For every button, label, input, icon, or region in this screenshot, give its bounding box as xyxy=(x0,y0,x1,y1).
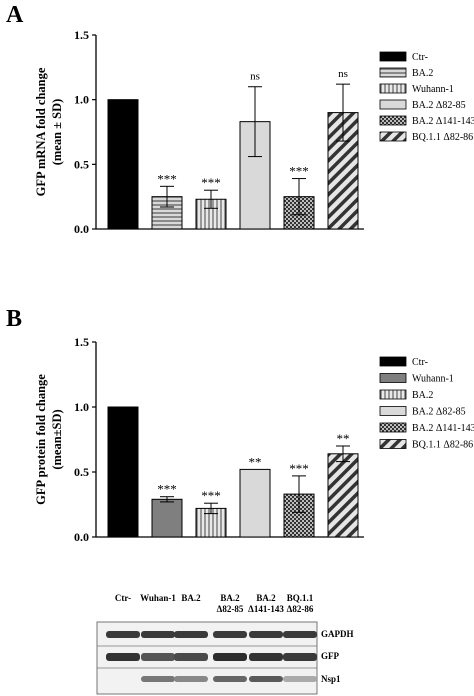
significance-label: *** xyxy=(157,171,177,186)
legend-label: BQ.1.1 Δ82-86 xyxy=(412,132,473,143)
legend-swatch xyxy=(379,115,407,126)
blot-row-label: Nsp1 xyxy=(321,674,341,684)
nsp1-band xyxy=(283,676,317,682)
blot-lane-label-line: Δ82-85 xyxy=(216,604,244,614)
y-axis-label: GFP protein fold change (mean±SD) xyxy=(34,374,64,505)
legend-label: BQ.1.1 Δ82-86 xyxy=(412,440,473,451)
blot-lane-label-line: BA.2 xyxy=(181,593,201,603)
nsp1-band xyxy=(249,676,283,682)
legend-label: BA.2 Δ141-143 xyxy=(412,423,474,434)
blot-lane-label-line: Δ141-143 xyxy=(248,604,284,614)
blot-lane-label: Wuhan-1 xyxy=(140,593,176,604)
legend-swatch xyxy=(379,356,407,367)
panel-b-chart: 0.0 0.5 1.0 1.5 GFP protein fold change (mean… xyxy=(34,335,474,544)
bar xyxy=(107,406,139,538)
blot-lane-label-line: BQ.1.1 xyxy=(286,593,314,603)
gapdh-band xyxy=(174,631,208,638)
nsp1-band xyxy=(141,676,175,682)
significance-label: ** xyxy=(249,454,262,469)
bar xyxy=(107,99,139,230)
legend-label: Wuhann-1 xyxy=(412,84,454,95)
legend-label: BA.2 Δ82-85 xyxy=(412,407,466,418)
western-blot-image xyxy=(96,621,318,695)
legend-swatch xyxy=(379,406,407,416)
significance-label: *** xyxy=(289,461,309,476)
significance-label: ns xyxy=(250,71,260,83)
significance-label: *** xyxy=(201,175,221,190)
significance-label: *** xyxy=(201,488,221,503)
nsp1-band xyxy=(174,676,208,682)
y-axis-label-line: (mean ± SD) xyxy=(50,99,64,166)
blot-row-label: GAPDH xyxy=(321,629,354,639)
significance-label: ** xyxy=(337,431,350,446)
panel-a-chart: 0.0 0.5 1.0 1.5 GFP mRNA fold change (mean ± … xyxy=(34,28,474,236)
y-tick-label: 0.5 xyxy=(74,465,89,479)
legend-swatch xyxy=(379,131,407,142)
blot-lane-label: BA.2 xyxy=(181,593,200,604)
blot-row-label: GFP xyxy=(321,651,339,661)
gfp-band xyxy=(106,653,140,661)
gfp-band xyxy=(174,653,208,661)
blot-lane-label-line: Δ82-86 xyxy=(286,604,314,614)
blot-lane-label: BA.2 Δ141-143 xyxy=(248,593,284,615)
y-axis-label-line: (mean±SD) xyxy=(50,409,64,469)
blot-lane-label-line: BA.2 xyxy=(256,593,276,603)
y-tick-label: 1.5 xyxy=(74,335,89,349)
legend-swatch xyxy=(379,99,407,110)
significance-label: *** xyxy=(289,164,309,179)
bar xyxy=(327,453,359,538)
significance-label: *** xyxy=(157,482,177,497)
bar xyxy=(151,498,183,538)
legend-label: BA.2 Δ82-85 xyxy=(412,100,466,111)
blot-lane-label: BA.2 Δ82-85 xyxy=(217,593,244,615)
gapdh-band xyxy=(106,631,140,638)
legend-swatch xyxy=(379,439,407,449)
gfp-band xyxy=(249,653,283,661)
gfp-band xyxy=(141,653,175,661)
blot-lane-label-line: Wuhan-1 xyxy=(140,593,176,603)
legend-label: BA.2 Δ141-143 xyxy=(412,116,474,127)
blot-lane-label-line: Ctr- xyxy=(114,593,132,603)
legend-swatch xyxy=(379,389,407,400)
blot-lane-label: Ctr- xyxy=(115,593,131,604)
panel-b-letter: B xyxy=(6,306,23,332)
legend-swatch xyxy=(379,67,407,78)
legend-swatch xyxy=(379,51,407,62)
gapdh-band xyxy=(249,631,283,638)
y-axis-label: GFP mRNA fold change (mean ± SD) xyxy=(34,67,64,196)
gfp-band xyxy=(213,653,247,661)
legend-swatch xyxy=(379,83,407,94)
nsp1-band xyxy=(213,676,247,682)
gapdh-band xyxy=(283,631,317,638)
bar xyxy=(239,468,271,538)
panel-a-letter: A xyxy=(6,2,24,28)
y-axis-label-line: GFP mRNA fold change xyxy=(34,67,48,196)
y-tick-label: 1.0 xyxy=(74,93,89,107)
y-tick-label: 0.5 xyxy=(74,157,89,171)
y-axis-label-line: GFP protein fold change xyxy=(34,374,48,505)
legend-label: BA.2 xyxy=(412,390,433,401)
gapdh-band xyxy=(141,631,175,638)
legend-label: BA.2 xyxy=(412,68,433,79)
y-tick-label: 0.0 xyxy=(74,222,89,236)
legend-swatch xyxy=(379,422,407,433)
legend-label: Ctr- xyxy=(412,357,428,368)
legend-label: Ctr- xyxy=(412,52,428,63)
gfp-band xyxy=(283,653,317,661)
blot-lane-label: BQ.1.1 Δ82-86 xyxy=(287,593,314,615)
y-tick-label: 0.0 xyxy=(74,530,89,544)
significance-label: ns xyxy=(338,68,348,80)
y-tick-label: 1.0 xyxy=(74,400,89,414)
blot-lane-label-line: BA.2 xyxy=(220,593,240,603)
legend-swatch xyxy=(379,373,407,383)
legend-label: Wuhann-1 xyxy=(412,374,454,385)
y-tick-label: 1.5 xyxy=(74,28,89,42)
gapdh-band xyxy=(213,631,247,638)
